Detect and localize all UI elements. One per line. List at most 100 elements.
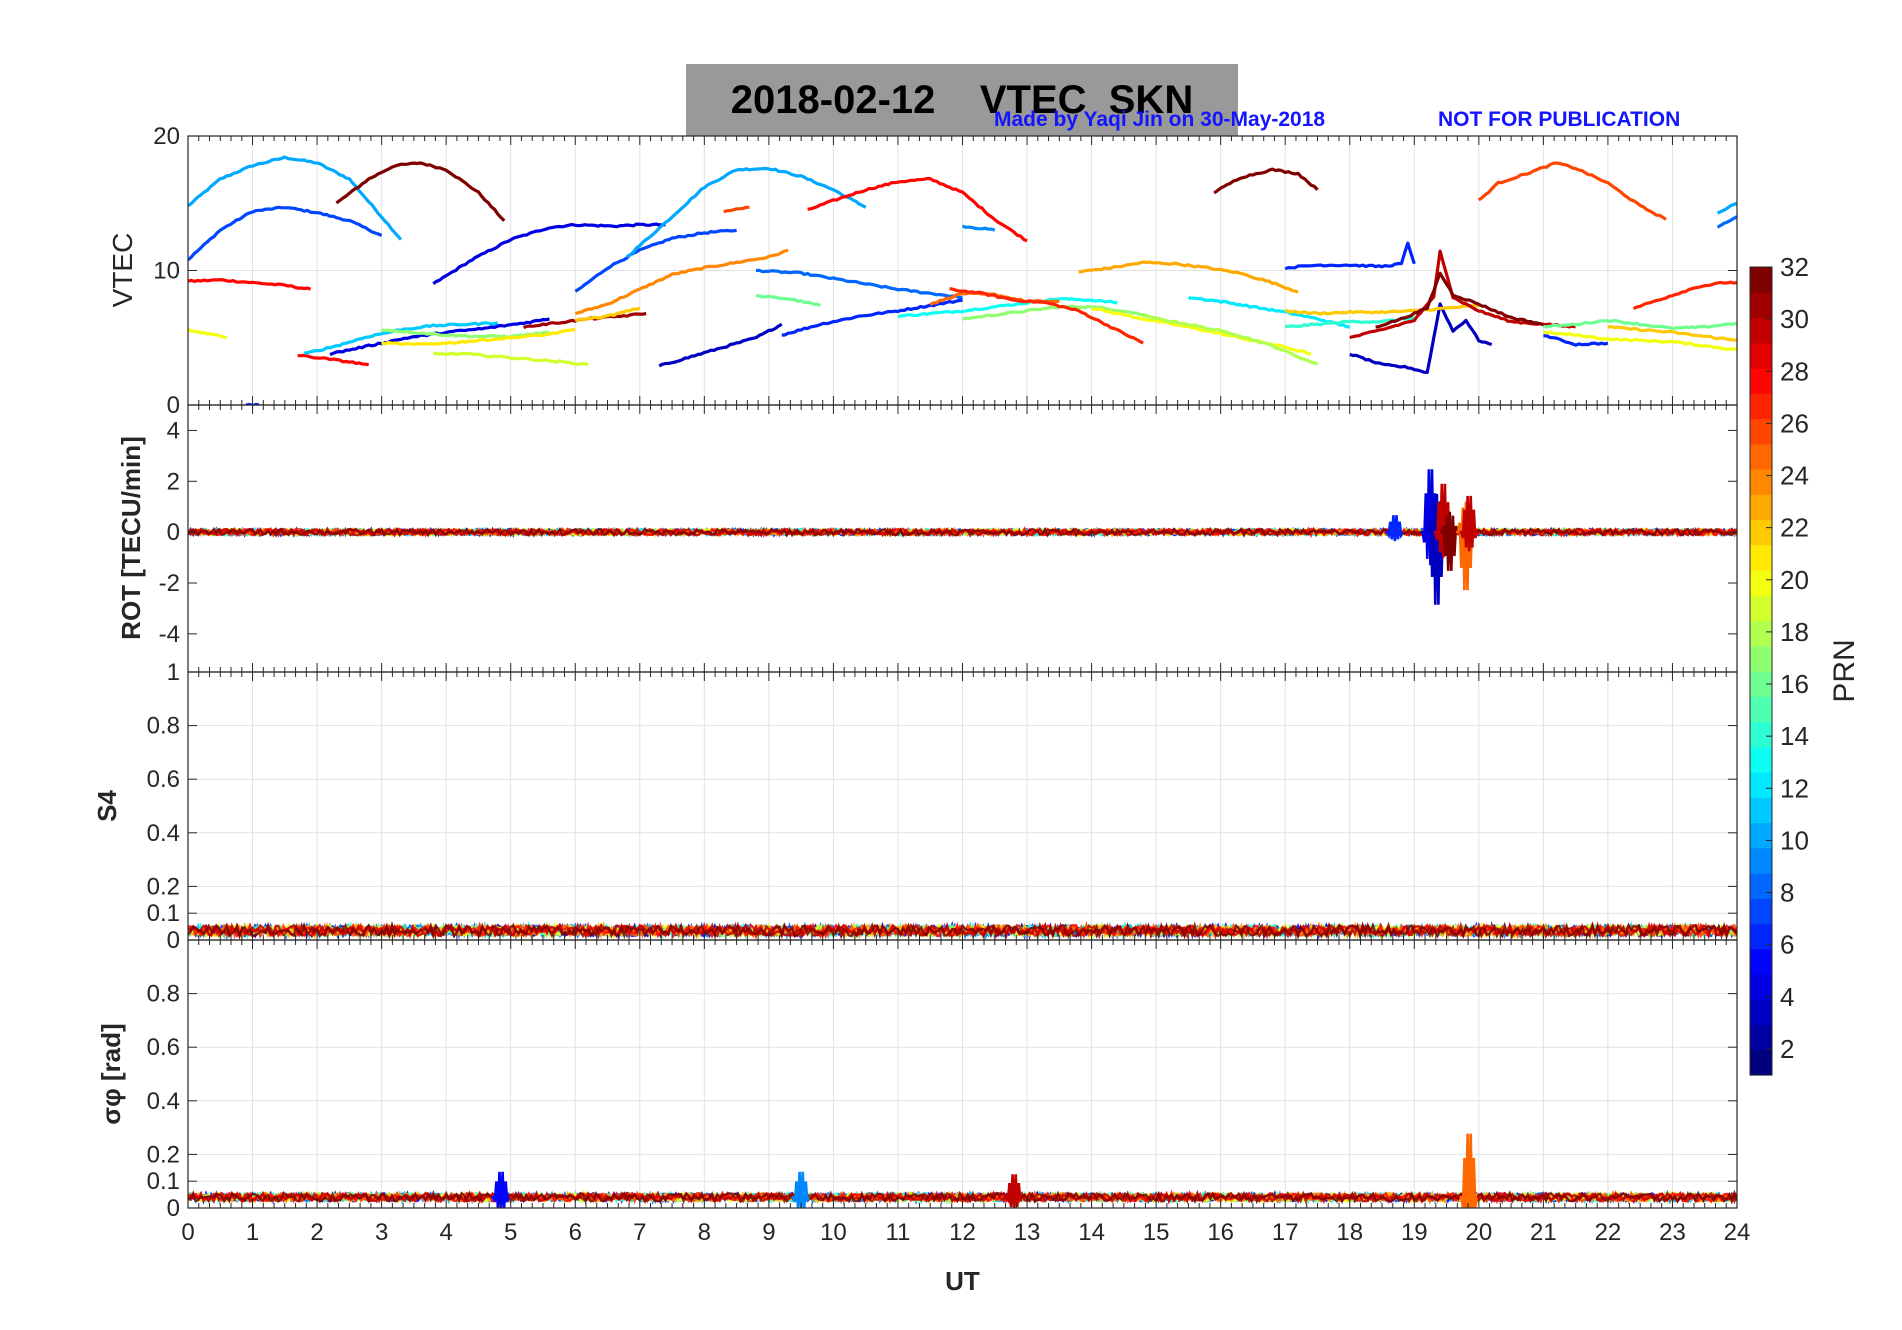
vtec-series-prn-6 <box>781 298 963 337</box>
vtec-series-prn-20 <box>1542 330 1737 352</box>
vtec-series-prn-7 <box>188 205 383 262</box>
vtec-series-prn-22 <box>1607 324 1737 342</box>
vtec-series-prn-10 <box>188 155 403 241</box>
trace-prn-32 <box>188 526 1737 538</box>
vtec-series-prn-28 <box>807 177 1028 243</box>
colorbar-tick-label: 12 <box>1780 773 1809 803</box>
colorbar-segment <box>1750 999 1772 1026</box>
vtec-series-prn-8 <box>1716 215 1737 229</box>
colorbar-segment <box>1750 898 1772 925</box>
colorbar-tick-label: 2 <box>1780 1034 1794 1064</box>
vtec-series-prn-28 <box>297 353 369 367</box>
colorbar-segment <box>1750 443 1772 470</box>
title-box <box>686 64 1238 136</box>
sigma-phi-ylabel: σφ [rad] <box>96 1023 126 1124</box>
spike-prn-4 <box>1420 469 1440 566</box>
figure-title: 2018-02-12 VTEC SKN <box>730 78 1194 122</box>
colorbar-segment <box>1750 696 1772 723</box>
xtick-label: 1 <box>246 1219 259 1246</box>
ytick-label: 20 <box>153 123 180 150</box>
vtec-series-prn-27 <box>1632 280 1737 311</box>
spike-prn-30 <box>1004 1174 1024 1208</box>
vtec-series-prn-20 <box>188 327 228 340</box>
colorbar-segment <box>1750 721 1772 748</box>
colorbar-segment <box>1750 797 1772 824</box>
spike-prn-9 <box>791 1171 811 1208</box>
colorbar-tick-label: 8 <box>1780 878 1794 908</box>
xtick-label: 16 <box>1207 1219 1234 1246</box>
ytick-label: 0.1 <box>147 1168 180 1195</box>
colorbar-tick-label: 24 <box>1780 461 1809 491</box>
panel-vtec: 0 10 20 <box>153 123 1738 419</box>
colorbar-tick-label: 16 <box>1780 669 1809 699</box>
colorbar-segment <box>1750 292 1772 319</box>
rot-ylabel: ROT [TECU/min] <box>116 436 146 640</box>
colorbar-segment <box>1750 974 1772 1000</box>
xtick-label: 21 <box>1530 1219 1557 1246</box>
vtec-series-prn-22 <box>1284 303 1480 316</box>
ytick-label: 10 <box>153 258 180 285</box>
xtick-label: 13 <box>1014 1219 1041 1246</box>
xtick-label: 10 <box>820 1219 847 1246</box>
vtec-series-prn-16 <box>755 294 822 308</box>
spike-prn-5 <box>491 1171 511 1208</box>
colorbar-tick-label: 10 <box>1780 825 1809 855</box>
colorbar-segment <box>1750 368 1772 394</box>
spike-prn-3 <box>1427 493 1446 605</box>
vtec-ylabel: VTEC <box>107 233 138 308</box>
spike-prn-25 <box>1459 1133 1479 1208</box>
colorbar-border <box>1749 266 1773 1076</box>
vtec-series-prn-10 <box>1716 201 1737 215</box>
vtec-series-prn-28 <box>188 278 312 291</box>
xtick-label: 14 <box>1078 1219 1105 1246</box>
xtick-label: 4 <box>439 1219 452 1246</box>
vtec-series-prn-20 <box>1091 307 1312 356</box>
spike-prn-32 <box>1440 511 1459 571</box>
colorbar-segment <box>1750 544 1772 571</box>
colorbar-segment <box>1750 772 1772 798</box>
spike-prn-30 <box>1459 495 1479 552</box>
trace-prn-32 <box>188 1189 1737 1205</box>
ytick-label: -4 <box>159 621 180 648</box>
xtick-label: 8 <box>698 1219 711 1246</box>
colorbar-segment <box>1750 671 1772 697</box>
ytick-label: 4 <box>167 417 180 444</box>
panel-s4: 00.10.2 0.4 0.6 0.8 1 <box>147 659 1738 954</box>
ytick-label: 0 <box>167 392 180 419</box>
vtec-series-prn-27 <box>949 287 1144 345</box>
vtec-series-prn-3 <box>1349 302 1493 374</box>
ytick-label: 0.4 <box>147 820 180 847</box>
colorbar-segment <box>1750 342 1772 369</box>
panel-sigma_phi: 00.10.2 0.4 0.6 0.8 <box>147 939 1738 1222</box>
plot-area-vtec <box>188 155 1737 405</box>
colorbar-tick-label: 4 <box>1780 982 1794 1012</box>
vtec-series-prn-4 <box>432 222 666 285</box>
colorbar-segment <box>1750 847 1772 874</box>
xtick-label: 2 <box>310 1219 323 1246</box>
vtec-series-prn-32 <box>335 161 506 222</box>
xtick-label: 15 <box>1143 1219 1170 1246</box>
vtec-series-prn-8 <box>755 268 963 300</box>
colorbar-segment <box>1750 948 1772 975</box>
vtec-series-prn-10 <box>626 166 867 259</box>
colorbar-segment <box>1750 645 1772 672</box>
xtick-label: 0 <box>181 1219 194 1246</box>
xtick-label: 6 <box>569 1219 582 1246</box>
ytick-label: 0 <box>167 519 180 546</box>
ytick-label: 0.1 <box>147 900 180 927</box>
ytick-label: 0.4 <box>147 1088 180 1115</box>
vtec-series-prn-32 <box>1375 271 1544 329</box>
colorbar-tick-label: 32 <box>1780 252 1809 282</box>
vtec-series-prn-13 <box>897 296 1118 319</box>
ytick-label: 0 <box>167 1195 180 1222</box>
ytick-label: 0 <box>167 927 180 954</box>
ytick-label: 0.8 <box>147 981 180 1008</box>
plot-area-rot <box>188 469 1737 605</box>
colorbar-tick-label: 26 <box>1780 408 1809 438</box>
vtec-series-prn-26 <box>1477 161 1667 221</box>
x-axis-label: UT <box>945 1266 980 1296</box>
vtec-series-prn-26 <box>723 205 750 214</box>
vtec-series-prn-32 <box>1213 167 1319 195</box>
vtec-series-prn-6 <box>1284 241 1416 271</box>
